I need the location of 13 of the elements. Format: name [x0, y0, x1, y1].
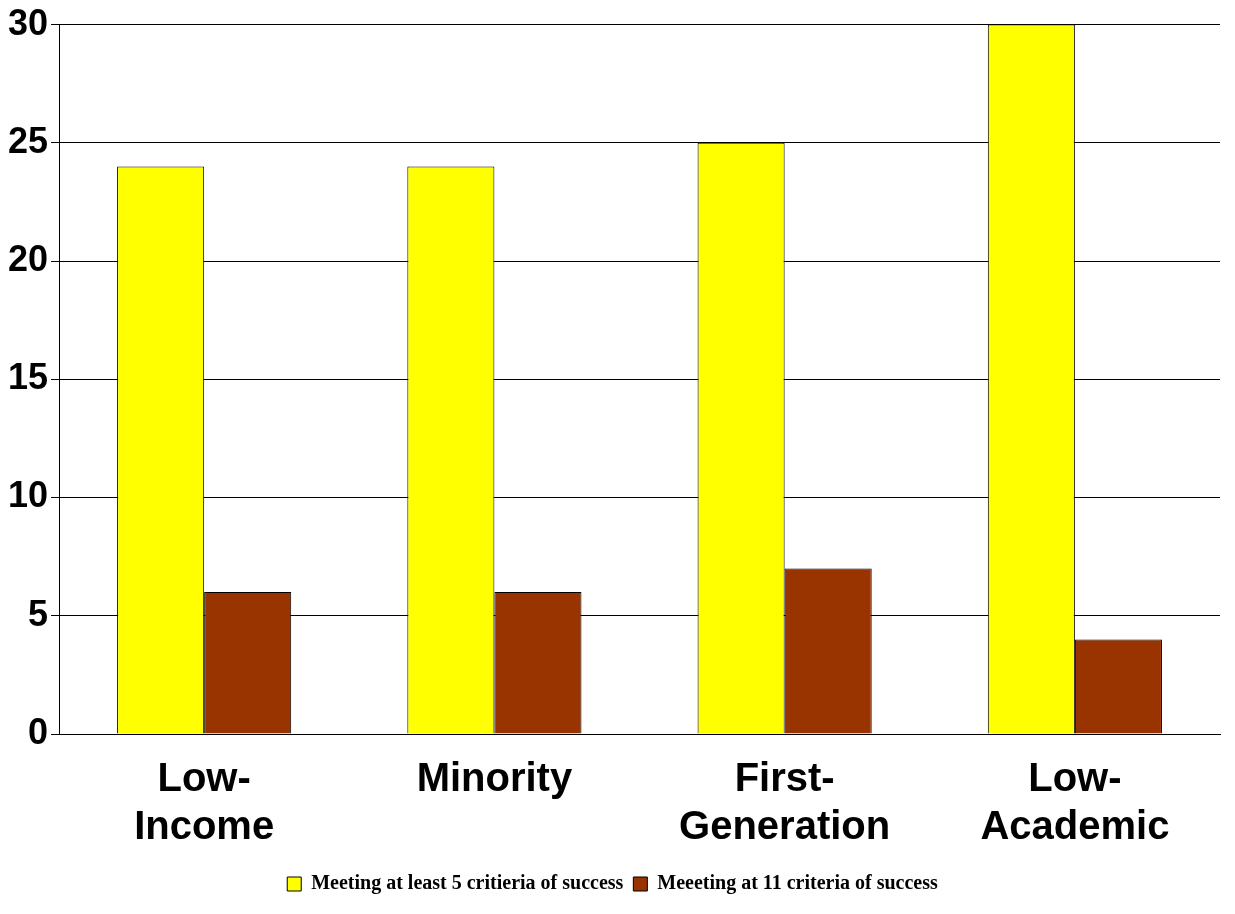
- x-tick-label: Minority: [416, 755, 573, 800]
- y-tick-label: 25: [8, 119, 49, 161]
- y-tick-label: 5: [28, 592, 49, 634]
- y-tick-label: 10: [8, 474, 49, 516]
- y-tick-label: 15: [8, 356, 49, 398]
- y-tick-label: 20: [8, 237, 49, 279]
- x-tick-label: Low-Income: [134, 755, 275, 848]
- y-tick-label: 30: [8, 1, 49, 43]
- legend-label: Meeeting at 11 criteria of success: [657, 871, 938, 895]
- legend-label: Meeting at least 5 critieria of success: [311, 871, 624, 895]
- x-tick-label: Low-Academic: [980, 755, 1170, 848]
- y-tick-label: 0: [28, 710, 49, 752]
- x-tick-label: First-Generation: [679, 755, 891, 848]
